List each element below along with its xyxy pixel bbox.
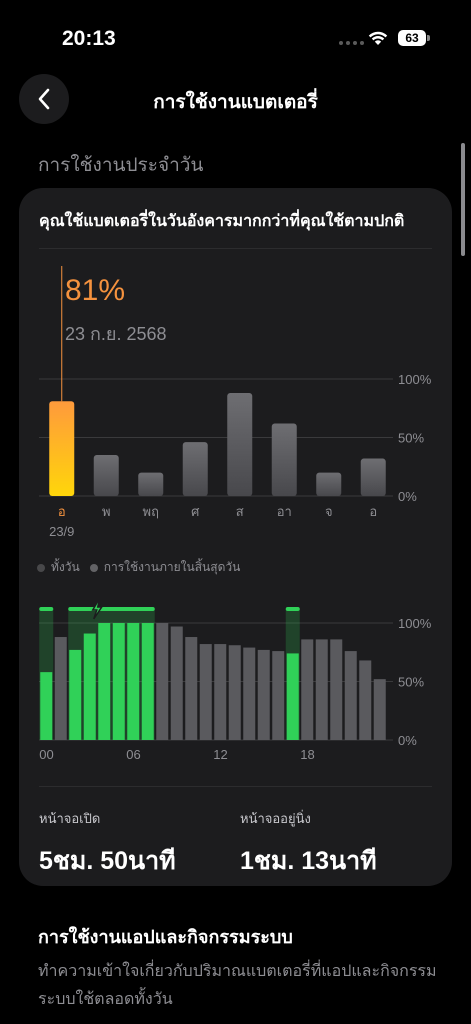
selected-day-date: 23 ก.ย. 2568: [65, 324, 167, 344]
back-button[interactable]: [19, 74, 69, 124]
hourly-y-tick-label: 50%: [398, 675, 424, 690]
cellular-signal-icon: [339, 41, 364, 45]
hourly-bar: [228, 645, 241, 740]
legend-dot-end-of-day: [89, 563, 98, 572]
hourly-bar-charging: [112, 623, 125, 740]
charging-bolt-icon: [91, 597, 104, 620]
hourly-x-tick-label: 18: [300, 747, 314, 762]
navigation-bar: การใช้งานแบตเตอรี่: [0, 74, 471, 124]
section-label-daily-usage: การใช้งานประจำวัน: [38, 155, 204, 176]
charging-period-band: [68, 609, 155, 740]
hourly-bar-charging: [83, 633, 96, 740]
screen-on-value: 5ชม. 50นาที: [39, 847, 176, 875]
hourly-bar: [170, 626, 183, 740]
hourly-bar: [243, 647, 256, 740]
hourly-bar-charging: [286, 653, 299, 740]
hourly-bar: [54, 637, 67, 740]
daily-x-sub-label: 23/9: [49, 524, 74, 539]
daily-x-tick-label: จ: [325, 504, 333, 519]
hourly-bar-charging: [69, 649, 82, 740]
apps-section-title: การใช้งานแอปและกิจกรรมระบบ: [38, 927, 293, 947]
screen-on-stat: หน้าจอเปิด 5ชม. 50นาที: [39, 808, 176, 881]
daily-x-tick-label: ส: [236, 504, 244, 519]
hourly-bar-charging: [40, 672, 53, 740]
hourly-x-tick-label: 12: [213, 747, 227, 762]
daily-x-tick-label: อ: [369, 504, 377, 519]
battery-charts: 100% 50% 0% อ 23/9 พ พฤ ศ ส อา จ อ 100% 50% 0% 00 06 12 18: [39, 266, 432, 762]
daily-bar: [227, 393, 253, 496]
charging-period-marker: [39, 607, 54, 611]
selected-day-percentage: 81%: [65, 274, 126, 307]
daily-bar: [316, 472, 342, 496]
hourly-bar-charging: [98, 623, 111, 740]
hourly-bar: [315, 639, 328, 740]
battery-usage-card: คุณใช้แบตเตอรี่ในวันอังคารมากกว่าที่คุณใ…: [19, 188, 452, 886]
hourly-y-tick-label: 100%: [398, 616, 432, 631]
daily-bar: [271, 423, 297, 496]
hourly-bar: [214, 644, 227, 740]
screen-idle-stat: หน้าจออยู่นิ่ง 1ชม. 13นาที: [240, 808, 377, 881]
apps-section-description: ทำความเข้าใจเกี่ยวกับปริมาณแบตเตอรี่ที่แ…: [38, 963, 437, 1008]
hourly-y-tick-label: 0%: [398, 733, 417, 748]
hourly-bar: [199, 644, 212, 740]
daily-x-tick-label: อ: [58, 504, 66, 519]
status-time: 20:13: [62, 27, 116, 50]
daily-bar: [138, 472, 164, 496]
screen-idle-label: หน้าจออยู่นิ่ง: [240, 811, 311, 826]
daily-x-tick-label: ศ: [191, 504, 200, 519]
hourly-bar: [373, 679, 386, 740]
hourly-bar: [156, 623, 169, 740]
legend-label-end-of-day: การใช้งานภายในสิ้นสุดวัน: [103, 560, 241, 574]
status-bar: 20:13 63: [0, 0, 471, 64]
daily-y-tick-label: 0%: [398, 489, 417, 504]
hourly-bar-charging: [141, 623, 154, 740]
legend-dot-all-day: [37, 563, 45, 572]
hourly-bar: [344, 651, 357, 740]
hourly-x-tick-label: 06: [126, 747, 140, 762]
battery-icon: 63: [398, 30, 426, 46]
hourly-bar: [272, 651, 285, 740]
daily-bar: [93, 455, 119, 496]
daily-bar: [360, 458, 386, 496]
hourly-x-tick-label: 00: [39, 747, 53, 762]
divider: [39, 786, 432, 787]
hourly-bar: [257, 649, 270, 740]
daily-bar-selected: [49, 401, 75, 496]
battery-tip: [427, 35, 430, 41]
scroll-indicator[interactable]: [461, 143, 465, 256]
hourly-bar: [359, 660, 372, 740]
legend-label-all-day: ทั้งวัน: [51, 560, 80, 574]
hourly-bar: [330, 639, 343, 740]
daily-bar: [182, 442, 208, 496]
hourly-bar: [185, 637, 198, 740]
page-title: การใช้งานแบตเตอรี่: [153, 92, 318, 113]
daily-x-tick-label: พ: [102, 504, 111, 519]
daily-y-tick-label: 50%: [398, 431, 424, 446]
daily-y-tick-label: 100%: [398, 372, 432, 387]
hourly-bar-charging: [127, 623, 140, 740]
usage-insight-text: คุณใช้แบตเตอรี่ในวันอังคารมากกว่าที่คุณใ…: [39, 213, 405, 230]
chart-legend: ทั้งวัน การใช้งานภายในสิ้นสุดวัน: [37, 558, 240, 577]
charging-period-marker: [285, 607, 300, 611]
hourly-bar: [301, 639, 314, 740]
charging-period-marker: [68, 607, 155, 611]
screen-on-label: หน้าจอเปิด: [39, 811, 101, 826]
daily-x-tick-label: พฤ: [143, 504, 159, 519]
screen-idle-value: 1ชม. 13นาที: [240, 847, 377, 875]
wifi-icon: [368, 31, 388, 45]
daily-x-tick-label: อา: [277, 504, 292, 519]
divider: [39, 248, 432, 249]
chevron-left-icon: [38, 88, 50, 110]
